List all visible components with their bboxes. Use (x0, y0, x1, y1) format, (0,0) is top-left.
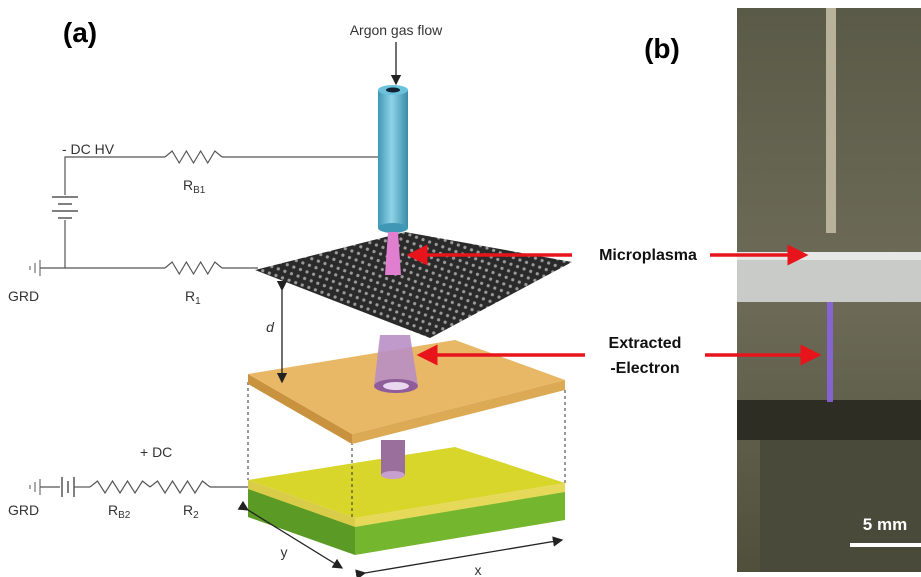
mesh (255, 232, 572, 338)
resistor-label: RB1 (183, 177, 206, 196)
resistor-label: R2 (183, 502, 199, 521)
dimension-label: x (475, 562, 482, 577)
gas-tube (378, 90, 408, 228)
voltage-label: + DC (140, 444, 172, 460)
annotation: -Electron (610, 360, 679, 377)
annotation: Microplasma (599, 247, 697, 264)
resistor-label: R1 (185, 288, 201, 307)
ground-label: GRD (8, 288, 39, 304)
panel-label: (a) (63, 17, 97, 48)
resistor (90, 481, 150, 493)
circuit (30, 151, 378, 497)
gas-label: Argon gas flow (350, 22, 443, 38)
photo-panel (737, 8, 921, 572)
voltage-label: - DC HV (62, 141, 115, 157)
scale-bar-label: 5 mm (863, 515, 907, 534)
annotation: Extracted (609, 335, 682, 352)
resistor (165, 262, 222, 274)
panel-label: (b) (644, 33, 680, 64)
dimension-label: y (281, 544, 288, 560)
resistor-label: RB2 (108, 502, 131, 521)
ground-label: GRD (8, 502, 39, 518)
figure: 5 mm (b) (a) Argon gas flow (0, 0, 921, 577)
resistor (150, 481, 210, 493)
resistor (165, 151, 222, 163)
gap-label: d (266, 319, 275, 335)
